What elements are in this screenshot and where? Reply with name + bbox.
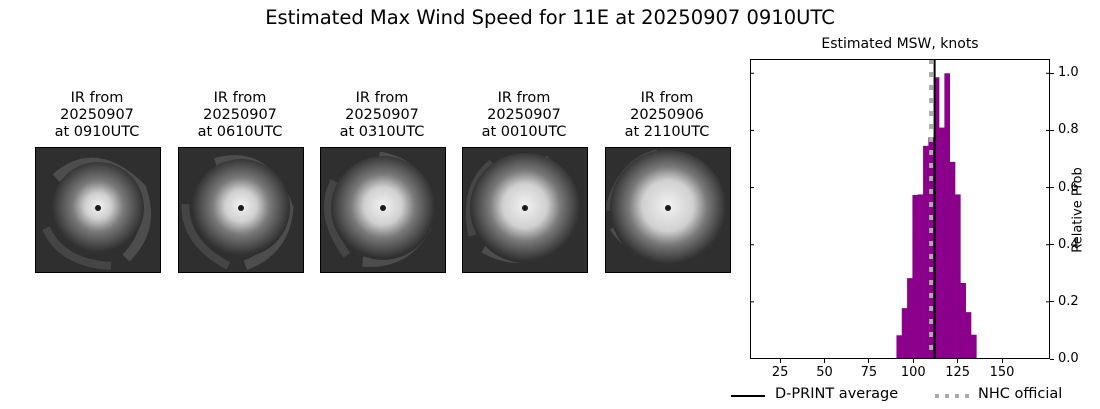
x-tick-label: 75 [860, 365, 878, 380]
thumbnail-title-line: 20250907 [60, 107, 134, 123]
x-tick-mark [868, 359, 870, 363]
y-tick-mark [1050, 129, 1054, 131]
histogram-title: Estimated MSW, knots [821, 36, 979, 52]
y-tick-mark [1050, 244, 1054, 246]
histogram-bar [933, 77, 940, 360]
y-tick-mark [1050, 301, 1054, 303]
x-tick-label: 125 [945, 365, 971, 380]
ir-satellite-thumbnail [35, 147, 161, 273]
thumbnail-title-line: IR from [213, 90, 267, 106]
histogram-bar [955, 194, 961, 359]
thumbnail-title-line: 20250906 [630, 107, 704, 123]
thumbnail-title: IR from 20250907 at 0610UTC [170, 90, 310, 141]
histogram-plot [750, 59, 1050, 360]
thumbnail-title-line: 20250907 [203, 107, 277, 123]
nhc-dotted-line-icon [935, 394, 969, 398]
y-tick-mark [1050, 187, 1054, 189]
thumbnail-title-line: IR from [355, 90, 409, 106]
figure-title: Estimated Max Wind Speed for 11E at 2025… [265, 6, 835, 29]
y-tick-mark [1050, 72, 1054, 74]
x-tick-label: 150 [989, 365, 1015, 380]
x-tick-label: 25 [771, 365, 789, 380]
x-tick-mark [1001, 359, 1003, 363]
y-tick-label: 0.8 [1058, 122, 1079, 138]
histogram-bar [965, 312, 972, 359]
ir-satellite-thumbnail [320, 147, 446, 273]
x-tick-mark [912, 359, 914, 363]
histogram-canvas [750, 59, 1050, 360]
y-tick-mark [1050, 358, 1054, 360]
histogram-bar [912, 195, 919, 359]
histogram-bar [907, 278, 913, 359]
thumbnail-title-line: at 0310UTC [339, 124, 425, 140]
histogram-bar [901, 308, 908, 359]
thumbnail-title: IR from 20250907 at 0910UTC [27, 90, 167, 141]
thumbnail-title-line: at 0010UTC [481, 124, 567, 140]
histogram-bar [939, 127, 945, 359]
histogram-bar [917, 194, 924, 359]
histogram-bar [960, 283, 966, 359]
histogram-bar [923, 145, 929, 359]
legend-dprint-label: D-PRINT average [775, 386, 899, 402]
thumbnail-title-line: at 0910UTC [54, 124, 140, 140]
ir-satellite-thumbnail [462, 147, 588, 273]
thumbnail-title-line: 20250907 [345, 107, 419, 123]
y-tick-label: 0.2 [1058, 293, 1079, 309]
ir-satellite-thumbnail [605, 147, 731, 273]
histogram-bar [971, 334, 977, 359]
histogram-bar [896, 335, 903, 359]
y-tick-label: 0.4 [1058, 236, 1079, 252]
thumbnail-title: IR from 20250906 at 2110UTC [597, 90, 737, 141]
histogram-bar [944, 73, 951, 360]
thumbnail-title-line: 20250907 [487, 107, 561, 123]
thumbnail-title: IR from 20250907 at 0010UTC [454, 90, 594, 141]
histogram-bar [928, 137, 935, 359]
histogram-bar [949, 161, 956, 359]
thumbnail-title-line: IR from [640, 90, 694, 106]
legend-nhc-label: NHC official [978, 386, 1063, 402]
thumbnail-title: IR from 20250907 at 0310UTC [312, 90, 452, 141]
x-tick-label: 100 [900, 365, 926, 380]
dprint-line-icon [731, 395, 765, 397]
thumbnail-title-line: at 2110UTC [624, 124, 710, 140]
thumbnail-title-line: IR from [497, 90, 551, 106]
y-tick-label: 1.0 [1058, 65, 1079, 81]
x-tick-mark [779, 359, 781, 363]
thumbnail-title-line: at 0610UTC [197, 124, 283, 140]
y-tick-label: 0.6 [1058, 179, 1079, 195]
y-axis-label: Relative Prob [1070, 167, 1086, 253]
thumbnail-title-line: IR from [70, 90, 124, 106]
x-tick-label: 50 [816, 365, 833, 380]
x-tick-mark [824, 359, 826, 363]
x-tick-mark [957, 359, 959, 363]
ir-satellite-thumbnail [178, 147, 304, 273]
y-tick-label: 0.0 [1058, 351, 1079, 366]
